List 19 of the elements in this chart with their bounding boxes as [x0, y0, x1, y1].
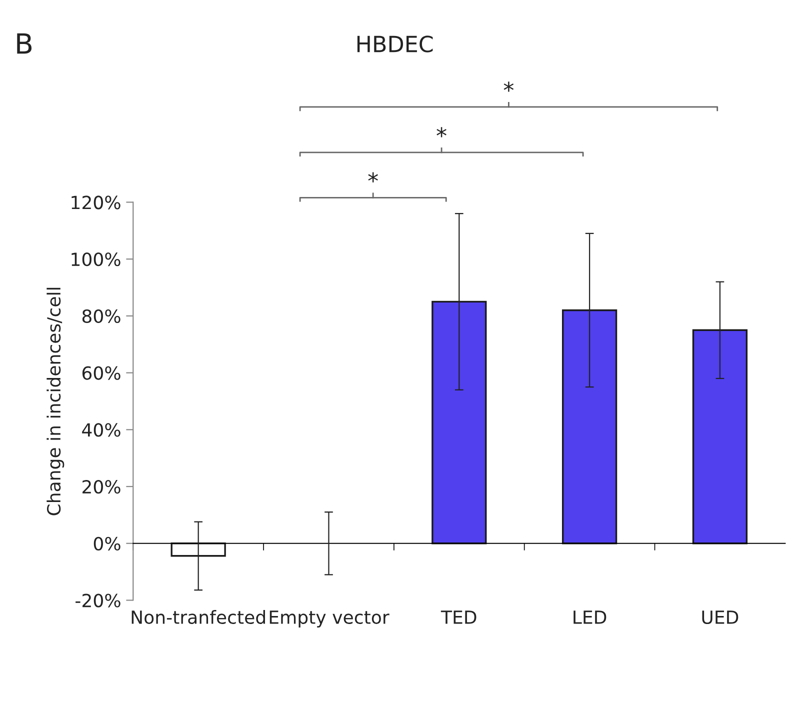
chart-title: HBDEC [357, 36, 433, 52]
y-tick-label: 80% [82, 309, 120, 324]
y-tick-label: 20% [82, 480, 120, 494]
y-tick-label: -20% [76, 594, 120, 608]
y-tick-label: 120% [72, 196, 120, 210]
x-tick-label: Non-tranfected [132, 610, 265, 624]
y-axis-title: Change in incidences/cell [46, 288, 64, 516]
x-tick-label: UED [702, 610, 738, 624]
y-tick-label: 60% [82, 366, 120, 380]
y-tick-label: 40% [82, 423, 120, 437]
x-tick-label: LED [574, 610, 606, 624]
text: * [504, 82, 514, 92]
x-tick-label: Empty vector [270, 610, 390, 628]
y-tick-label: 100% [72, 252, 120, 266]
y-tick-label: 0% [94, 536, 120, 550]
x-tick-label: TED [440, 610, 476, 624]
text: B [17, 33, 32, 54]
text: * [368, 172, 378, 182]
text: * [436, 127, 446, 138]
